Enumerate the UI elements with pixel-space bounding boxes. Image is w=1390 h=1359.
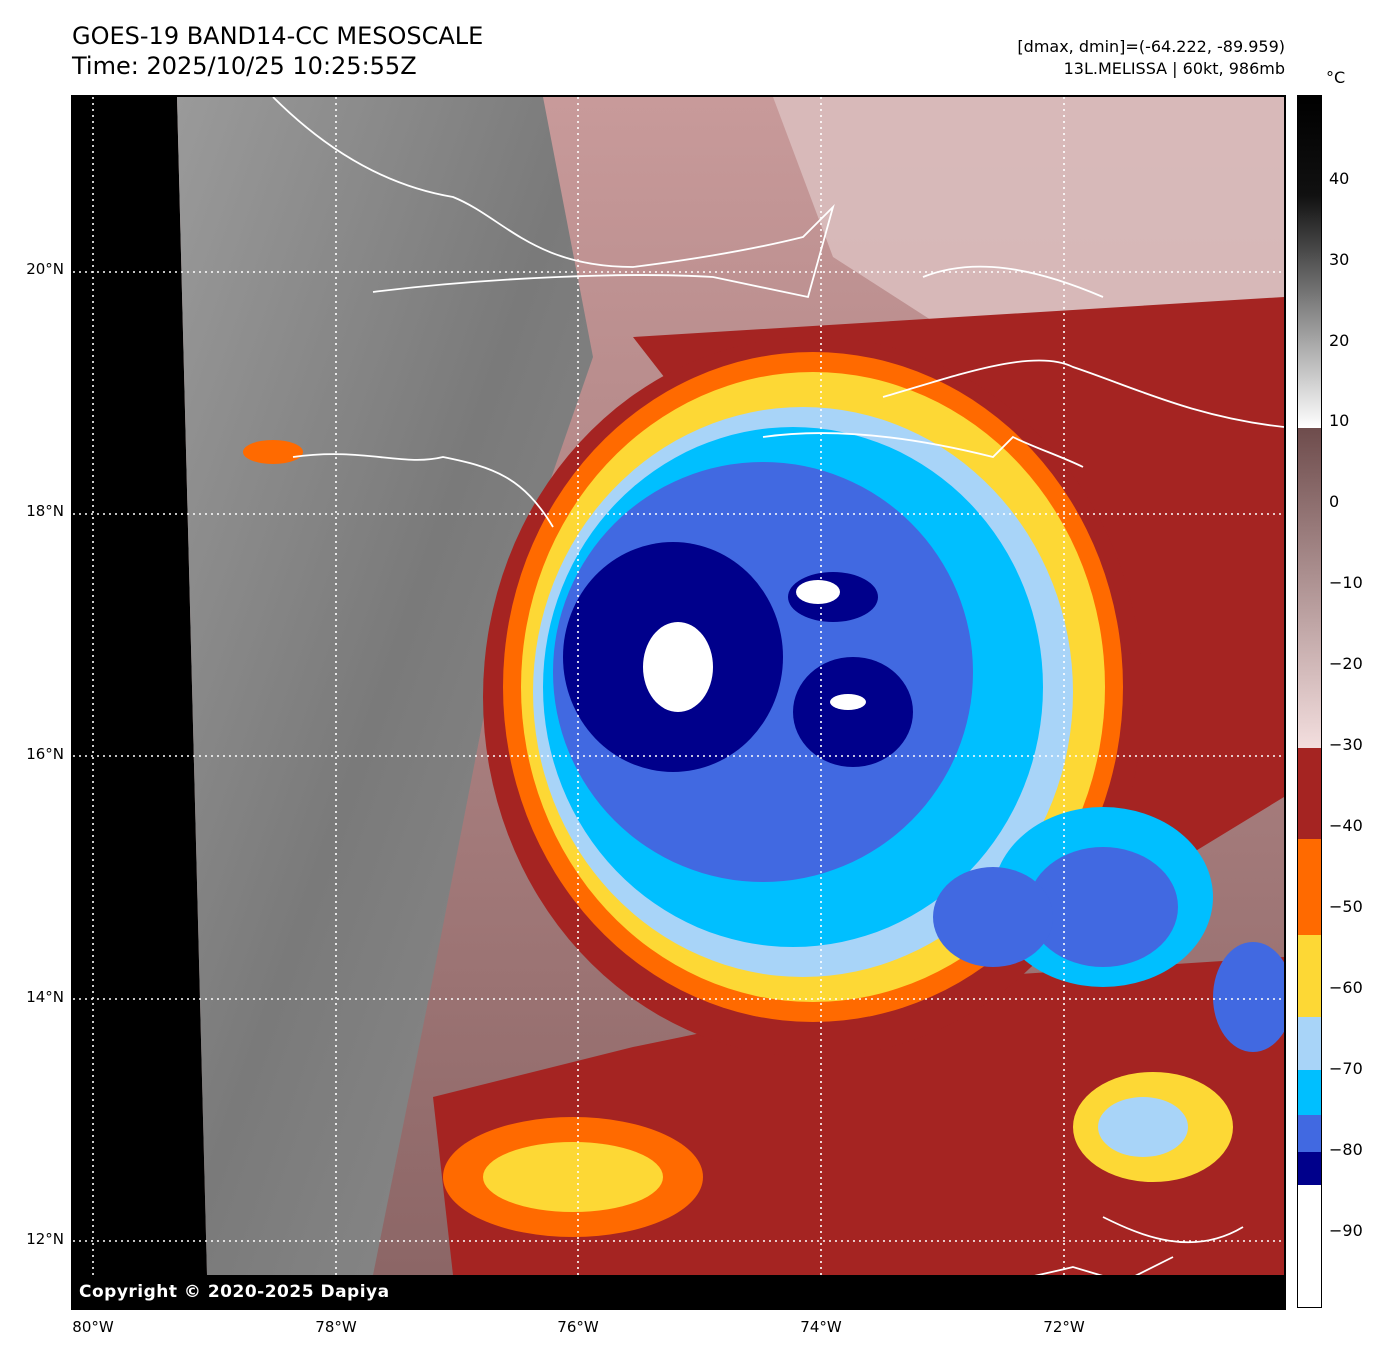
- colorbar-label: −40: [1329, 816, 1363, 835]
- colorbar: [1297, 95, 1322, 1308]
- storm-info: 13L.MELISSA | 60kt, 986mb: [1063, 59, 1285, 78]
- lat-tick-label: 20°N: [26, 260, 64, 278]
- colorbar-label: −50: [1329, 897, 1363, 916]
- colorbar-label: 0: [1329, 492, 1340, 511]
- copyright-notice: Copyright © 2020-2025 Dapiya: [79, 1282, 390, 1302]
- lon-tick-label: 78°W: [315, 1318, 357, 1336]
- lon-tick-label: 72°W: [1043, 1318, 1085, 1336]
- no-data-strip: [73, 1275, 1284, 1308]
- colorbar-label: −90: [1329, 1221, 1363, 1240]
- lon-tick-label: 80°W: [72, 1318, 114, 1336]
- colorbar-unit: °C: [1326, 68, 1346, 87]
- colorbar-label: −70: [1329, 1059, 1363, 1078]
- clear-sky-region: [177, 97, 593, 1275]
- lat-tick-label: 12°N: [26, 1230, 64, 1248]
- chart-title: GOES-19 BAND14-CC MESOSCALE: [72, 22, 484, 50]
- colorbar-label: −10: [1329, 573, 1363, 592]
- colorbar-label: 10: [1329, 411, 1350, 430]
- timestamp: Time: 2025/10/25 10:25:55Z: [72, 52, 417, 80]
- colorbar-label: 40: [1329, 169, 1350, 188]
- lat-tick-label: 18°N: [26, 502, 64, 520]
- lat-tick-label: 16°N: [26, 745, 64, 763]
- graticule: [73, 97, 1284, 1308]
- colorbar-label: −30: [1329, 735, 1363, 754]
- colorbar-scale: [1298, 96, 1321, 1307]
- storm-convection: [243, 337, 1284, 1237]
- satellite-map: Copyright © 2020-2025 Dapiya: [71, 95, 1286, 1310]
- colorbar-label: −20: [1329, 654, 1363, 673]
- lon-tick-label: 74°W: [800, 1318, 842, 1336]
- lat-tick-label: 14°N: [26, 988, 64, 1006]
- value-range: [dmax, dmin]=(-64.222, -89.959): [1017, 37, 1285, 56]
- map-canvas: [73, 97, 1284, 1308]
- colorbar-label: −60: [1329, 978, 1363, 997]
- colorbar-label: 30: [1329, 250, 1350, 269]
- colorbar-label: 20: [1329, 331, 1350, 350]
- lon-tick-label: 76°W: [557, 1318, 599, 1336]
- northeast-cloud-band: [773, 97, 1284, 347]
- colorbar-label: −80: [1329, 1140, 1363, 1159]
